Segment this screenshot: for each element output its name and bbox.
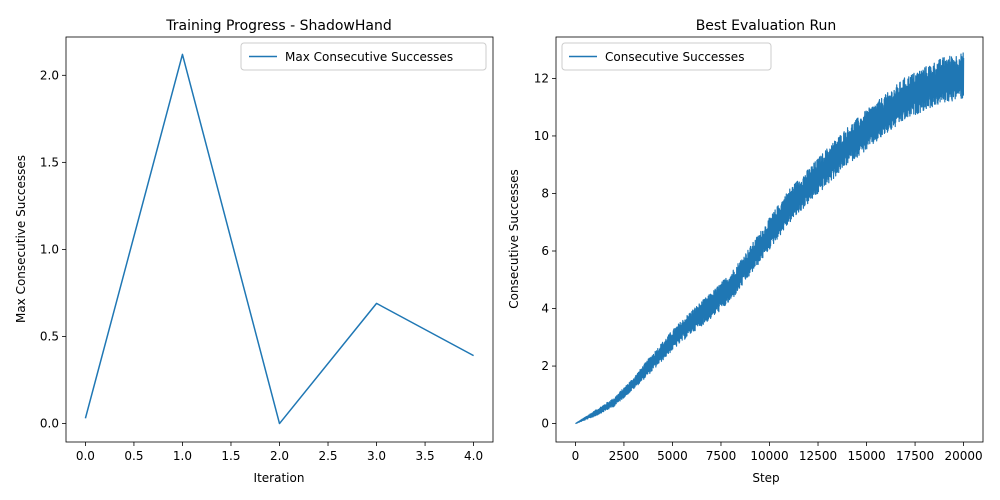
y-tick-label: 1.5: [40, 155, 59, 169]
x-tick-label: 3.0: [367, 449, 386, 463]
legend-box: [240, 42, 487, 71]
y-tick-label: 0: [541, 417, 549, 431]
y-tick-label: 8: [541, 186, 549, 200]
axes-frame: [555, 36, 984, 443]
chart-title: Best Evaluation Run: [696, 18, 837, 34]
x-tick-label: 1.5: [221, 449, 240, 463]
legend-entry-label: Consecutive Successes: [605, 50, 744, 64]
chart-training-progress: Training Progress - ShadowHand 0.0 0.5 1.0…: [14, 18, 494, 485]
series-line: [575, 52, 965, 425]
y-axis-label: Consecutive Successes: [507, 169, 521, 308]
x-tick-label: 2.5: [318, 449, 337, 463]
x-tick-label: 2.0: [270, 449, 289, 463]
x-tick-label: 10000: [750, 449, 788, 463]
y-tick-label: 0.0: [40, 417, 59, 431]
x-tick-label: 4.0: [464, 449, 483, 463]
tick-marks: 0.0 0.5 1.0 1.5 2.0 2.5 3.0 3.5 4.0 0.0 0.5 1.0 1.5 2…: [40, 68, 483, 463]
y-tick-label: 4: [541, 302, 549, 316]
x-tick-label: 7500: [706, 449, 737, 463]
x-tick-label: 2500: [609, 449, 640, 463]
y-tick-label: 1.0: [40, 242, 59, 256]
y-tick-label: 10: [534, 129, 549, 143]
x-tick-label: 5000: [657, 449, 688, 463]
plot-area: [575, 52, 965, 425]
x-axis-label: Iteration: [254, 471, 305, 485]
tick-marks: 0 2500 5000 7500 10000 12500 15000 17500 20000 0 2…: [534, 71, 983, 463]
x-tick-label: 17500: [896, 449, 934, 463]
x-tick-label: 0: [572, 449, 580, 463]
axes-frame: [65, 36, 494, 443]
y-tick-label: 2.0: [40, 68, 59, 82]
legend: Consecutive Successes: [561, 42, 772, 71]
legend: Max Consecutive Successes: [240, 42, 487, 71]
plot-area: [84, 53, 474, 425]
chart-title: Training Progress - ShadowHand: [165, 18, 392, 34]
series-line: [84, 53, 474, 425]
x-tick-label: 0.5: [124, 449, 143, 463]
y-tick-label: 0.5: [40, 329, 59, 343]
legend-entry-label: Max Consecutive Successes: [285, 50, 453, 64]
x-tick-label: 3.5: [416, 449, 435, 463]
legend-box: [561, 42, 772, 71]
x-tick-label: 12500: [799, 449, 837, 463]
y-tick-label: 2: [541, 359, 549, 373]
x-tick-label: 20000: [944, 449, 982, 463]
chart-best-evaluation-run: Best Evaluation Run 0 2500 5000 7500 10000 12…: [507, 18, 984, 485]
y-tick-label: 12: [534, 71, 549, 85]
x-tick-label: 0.0: [76, 449, 95, 463]
x-axis-label: Step: [752, 471, 779, 485]
x-tick-label: 15000: [847, 449, 885, 463]
x-tick-label: 1.0: [173, 449, 192, 463]
y-tick-label: 6: [541, 244, 549, 258]
y-axis-label: Max Consecutive Successes: [14, 155, 28, 323]
